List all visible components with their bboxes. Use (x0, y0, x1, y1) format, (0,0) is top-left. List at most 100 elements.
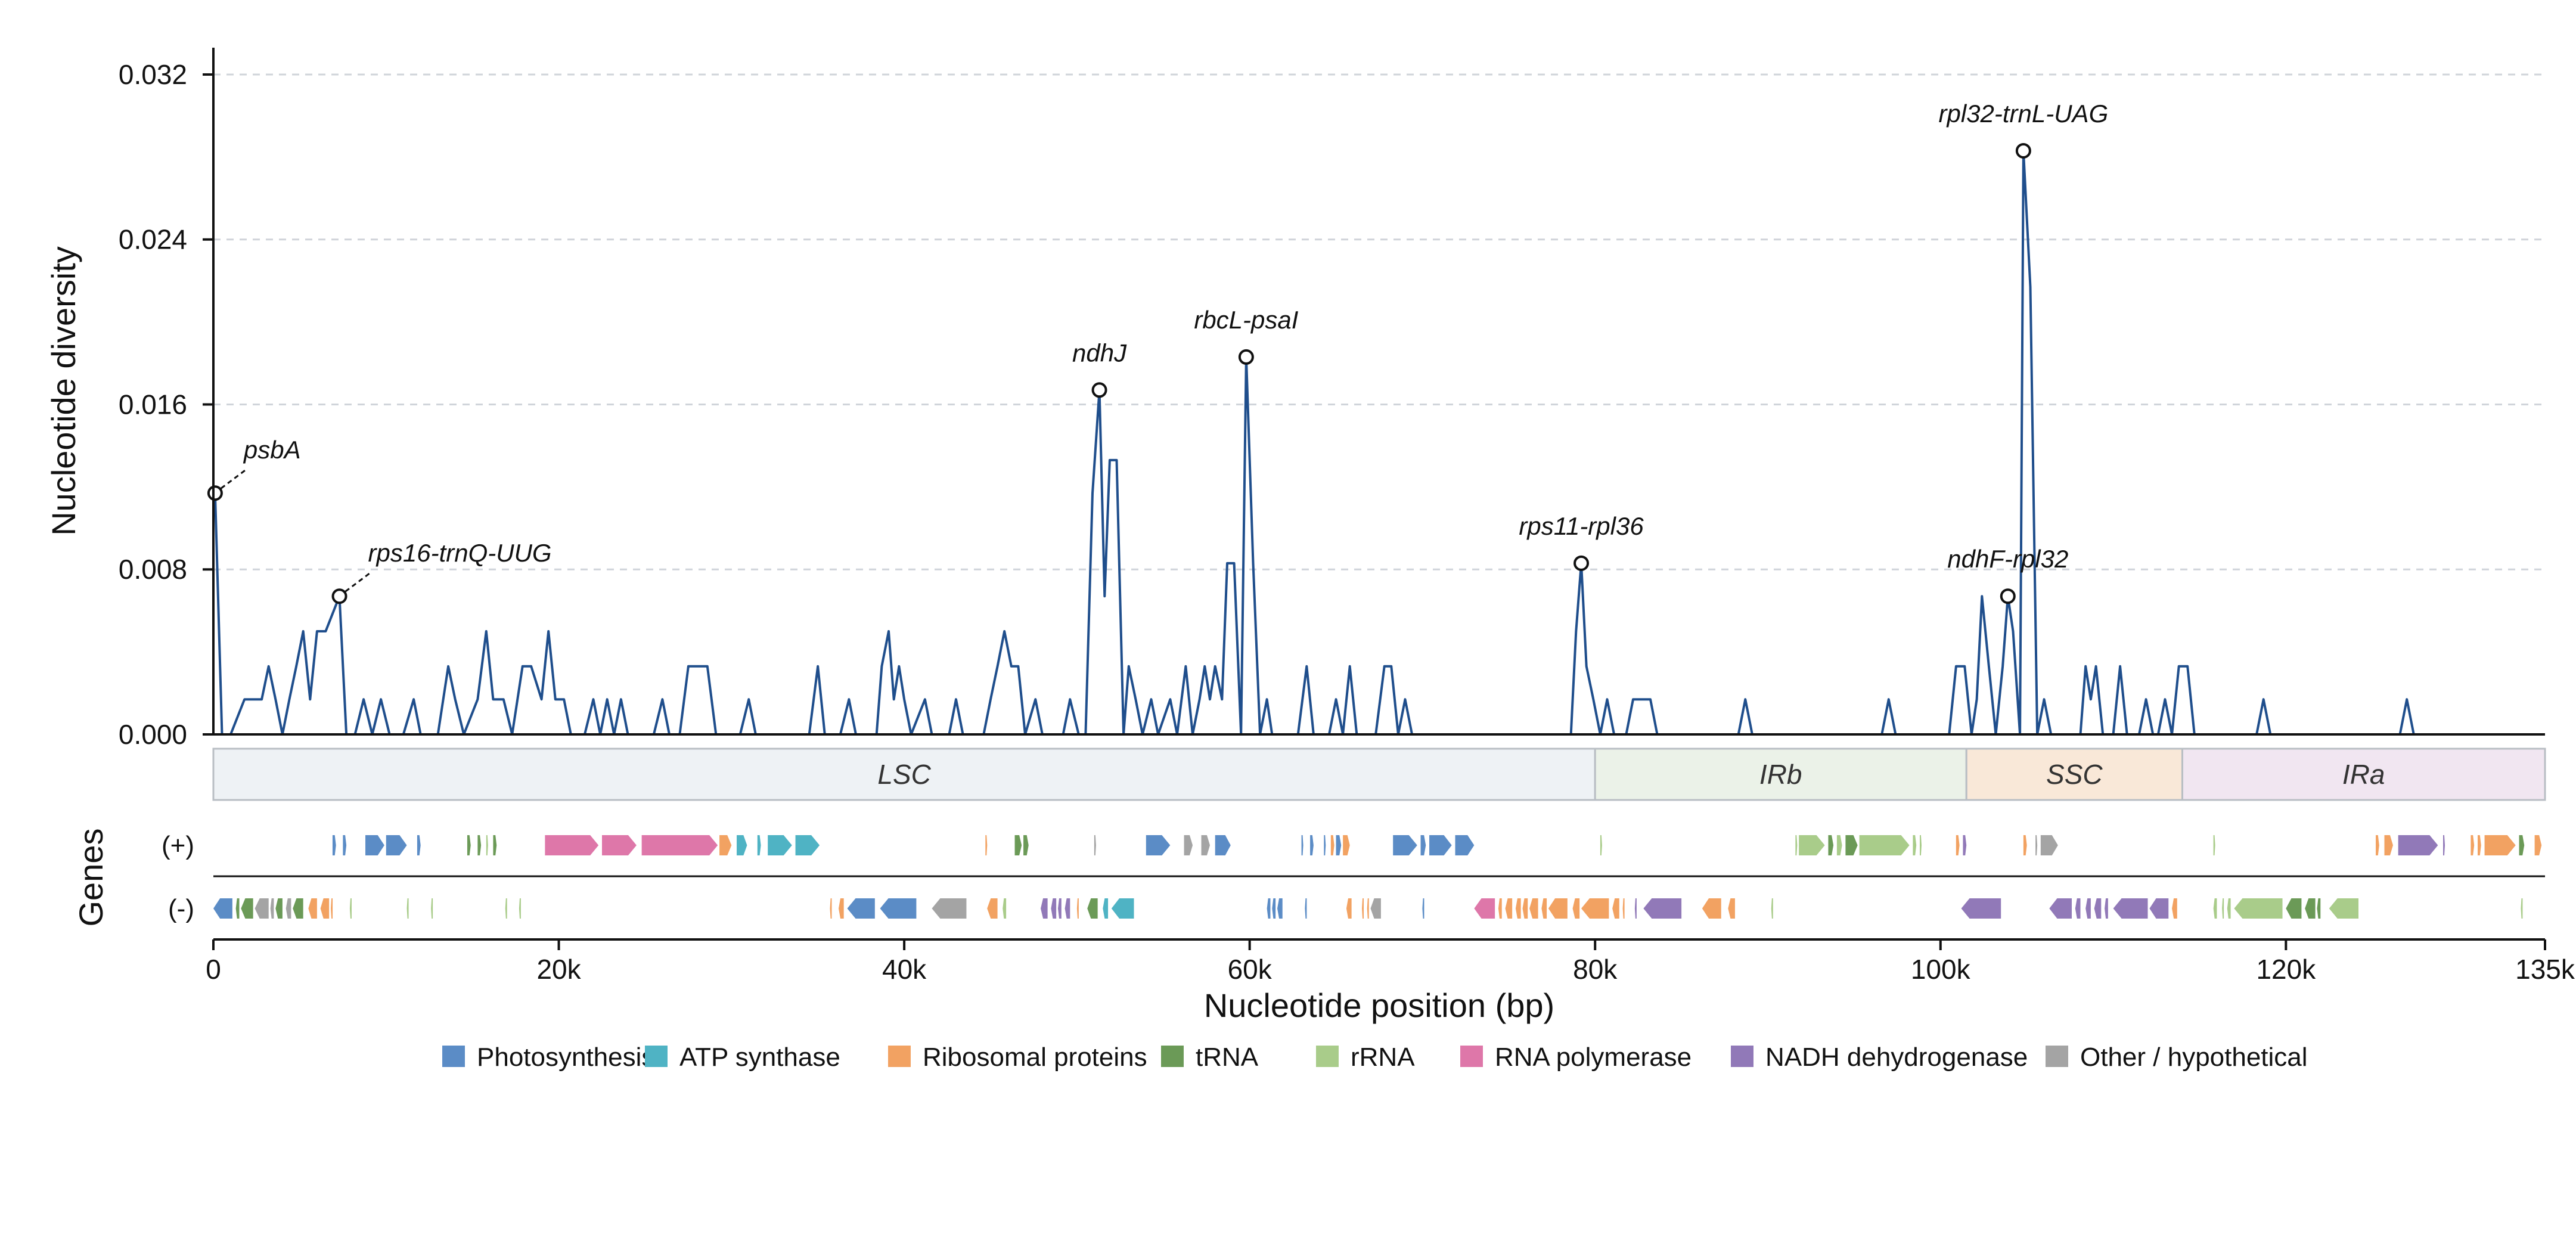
gene-arrow (365, 835, 384, 855)
peak-label: rps11-rpl36 (1519, 512, 1644, 540)
gene-arrow (1634, 898, 1637, 919)
region-block (1594, 748, 1967, 801)
gene-arrow (332, 835, 336, 855)
gene-arrow (2213, 835, 2215, 855)
gene-arrow (1277, 898, 1283, 919)
legend-label: RNA polymerase (1495, 1043, 1692, 1072)
gene-arrow (1581, 898, 1609, 919)
gene-arrow (1799, 835, 1825, 855)
gene-arrow (2471, 835, 2475, 855)
gene-arrow (213, 898, 232, 919)
gene-arrow (1094, 835, 1096, 855)
y-tick-label: 0.032 (119, 59, 187, 90)
peak-marker (1573, 555, 1590, 571)
y-tick-label: 0.000 (119, 719, 187, 750)
gene-arrow (1051, 898, 1057, 919)
gene-arrow (285, 898, 291, 919)
gene-arrow (2023, 835, 2027, 855)
gene-arrow (1103, 898, 1109, 919)
gene-arrow (1343, 835, 1350, 855)
gene-arrow (519, 898, 521, 919)
gene-arrow (795, 835, 820, 855)
gene-arrow (1920, 835, 1922, 855)
gene-arrow (1041, 898, 1048, 919)
peak-label: ndhF-rpl32 (1947, 545, 2068, 573)
gene-arrow (1370, 898, 1381, 919)
gene-arrow (830, 898, 832, 919)
gene-arrow (1146, 835, 1171, 855)
gene-arrow (2049, 898, 2072, 919)
peak-label: rbcL-psaI (1194, 306, 1298, 334)
gene-arrow (1064, 898, 1070, 919)
gene-arrow (1845, 835, 1858, 855)
gene-arrow (486, 835, 488, 855)
gene-arrow (2534, 835, 2542, 855)
gene-arrow (2094, 898, 2102, 919)
diversity-line (213, 150, 2545, 736)
gene-arrow (406, 898, 409, 919)
gene-arrow (847, 898, 875, 919)
gene-arrow (1023, 835, 1029, 855)
gene-arrow (1058, 898, 1062, 919)
gene-arrow (1828, 835, 1834, 855)
gene-arrow (1014, 835, 1022, 855)
legend-swatch (1460, 1046, 1483, 1067)
peak-label: rpl32-trnL-UAG (1938, 100, 2108, 128)
gene-arrow (1505, 898, 1513, 919)
gene-arrow (719, 835, 732, 855)
legend-label: ATP synthase (679, 1043, 840, 1072)
gene-arrow (1515, 898, 1521, 919)
gene-arrow (2227, 898, 2231, 919)
gene-arrow (417, 835, 421, 855)
gene-arrow (2398, 835, 2438, 855)
gene-arrow (1963, 835, 1967, 855)
x-tick-label: 40k (882, 954, 927, 985)
gene-arrow (1267, 898, 1271, 919)
gene-arrow (1310, 835, 1314, 855)
gene-arrow (1498, 898, 1502, 919)
region-label: SSC (2046, 759, 2103, 790)
x-tick-label: 100k (1911, 954, 1971, 985)
gene-arrow (386, 835, 407, 855)
gene-arrow (1324, 835, 1326, 855)
gene-arrow (1336, 835, 1342, 855)
y-tick-label: 0.008 (119, 554, 187, 585)
legend-label: tRNA (1196, 1043, 1259, 1072)
region-label: IRb (1759, 759, 1802, 790)
gene-arrow (1003, 898, 1007, 919)
gene-arrow (1956, 835, 1960, 855)
gene-arrow (2085, 898, 2091, 919)
legend-swatch (1731, 1046, 1753, 1067)
legend-swatch (645, 1046, 668, 1067)
gene-arrow (2521, 898, 2523, 919)
gene-arrow (1522, 898, 1528, 919)
peak-marker (1091, 382, 1107, 398)
x-tick-label: 60k (1228, 954, 1273, 985)
gene-arrow (2035, 835, 2038, 855)
gene-arrow (1422, 898, 1424, 919)
gene-arrow (1548, 898, 1568, 919)
gene-arrow (987, 898, 998, 919)
peak-marker (331, 588, 347, 604)
gene-arrow (932, 898, 967, 919)
gene-arrow (768, 835, 792, 855)
gene-arrow (2384, 835, 2393, 855)
region-label: LSC (877, 759, 931, 790)
gene-tracks: Genes (+) (-) (72, 829, 2545, 927)
y-axis-title: Nucleotide diversity (45, 246, 82, 536)
x-tick-label: 135k (2515, 954, 2575, 985)
legend-swatch (888, 1046, 911, 1067)
minus-strand-label: (-) (168, 894, 194, 923)
gene-arrow (1728, 898, 1735, 919)
legend-label: Photosynthesis (477, 1043, 654, 1072)
gene-arrow (1961, 898, 2001, 919)
gene-arrow (2286, 898, 2302, 919)
gene-arrow (349, 898, 352, 919)
gene-arrow (1362, 898, 1364, 919)
gene-arrow (2105, 898, 2108, 919)
gene-arrow (467, 835, 471, 855)
gene-arrow (2213, 898, 2217, 919)
gene-arrow (880, 898, 917, 919)
gene-arrow (1184, 835, 1193, 855)
